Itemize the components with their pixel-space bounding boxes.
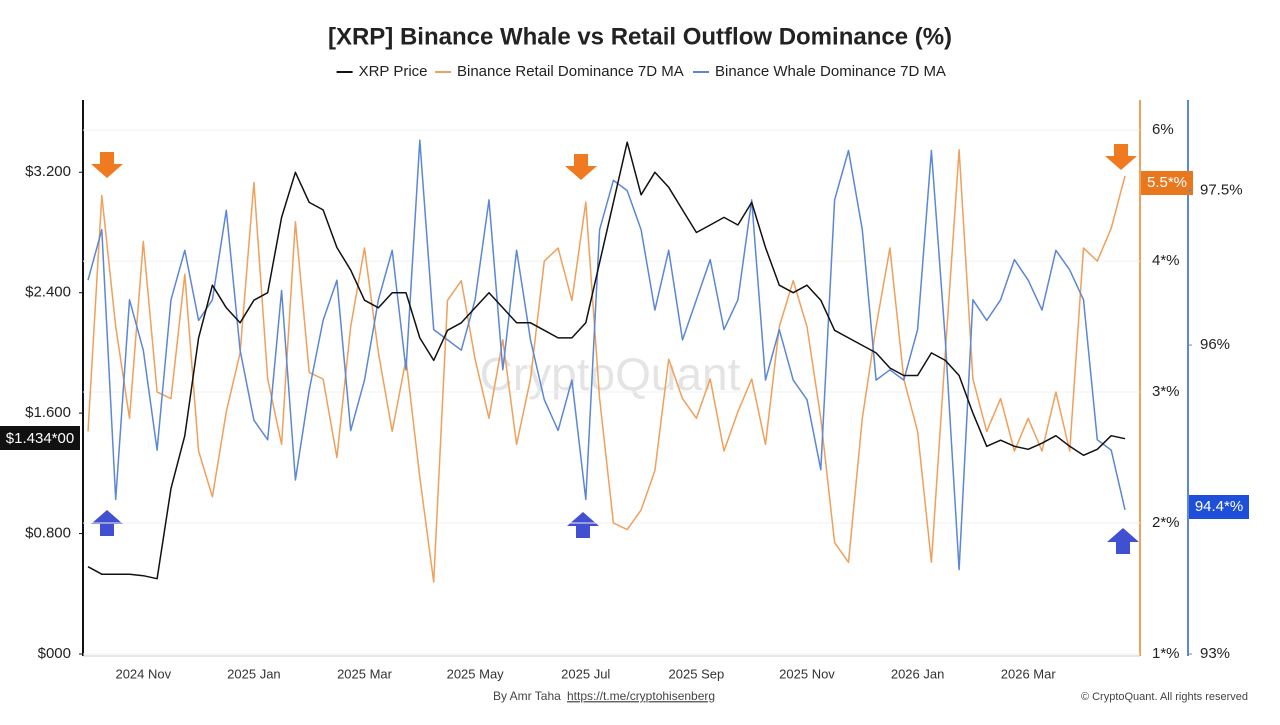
series-line: [87, 149, 1126, 583]
x-tick-label: 2025 Mar: [337, 666, 393, 681]
badge-bg: [1189, 495, 1249, 519]
whale-badge-label: 94.4*%: [1195, 498, 1243, 515]
footer-copyright: © CryptoQuant. All rights reserved: [1081, 691, 1248, 703]
y2-tick-label: 2*%: [1152, 514, 1180, 531]
y-tick-label: $000: [38, 645, 71, 662]
x-tick-label: 2025 Jul: [561, 666, 610, 681]
footer-author: By Amr Taha: [493, 689, 561, 703]
x-tick-label: 2024 Nov: [115, 666, 171, 681]
y-tick-label: $0.800: [25, 525, 71, 542]
footer-link[interactable]: https://t.me/cryptohisenberg: [567, 689, 715, 703]
badge-bg: [0, 426, 80, 450]
up-arrow: [567, 512, 599, 538]
y3-tick-label: 93%: [1200, 645, 1230, 662]
legend-label: Binance Retail Dominance 7D MA: [457, 63, 684, 80]
chart-title: [XRP] Binance Whale vs Retail Outflow Do…: [328, 23, 952, 50]
y2-tick-label: 6%: [1152, 121, 1174, 138]
x-tick-label: 2026 Mar: [1001, 666, 1057, 681]
y3-tick-label: 97.5%: [1200, 182, 1243, 199]
down-arrow: [91, 152, 123, 178]
legend-label: Binance Whale Dominance 7D MA: [715, 63, 946, 80]
y2-tick-label: 3*%: [1152, 383, 1180, 400]
y3-tick-label: 96%: [1200, 336, 1230, 353]
whale-badge: 94.4*%: [1189, 495, 1249, 519]
y-tick-label: $1.600: [25, 404, 71, 421]
legend: XRP Price Binance Retail Dominance 7D MA B…: [336, 63, 946, 80]
legend-label: XRP Price: [359, 63, 428, 80]
x-tick-label: 2026 Jan: [891, 666, 945, 681]
price-badge: $1.434*00: [0, 426, 80, 450]
series-line: [87, 139, 1126, 571]
down-arrow: [565, 154, 597, 180]
x-tick-label: 2025 Sep: [669, 666, 725, 681]
up-arrow: [1107, 528, 1139, 554]
x-tick-label: 2025 Jan: [227, 666, 281, 681]
watermark: CryptoQuant: [480, 348, 741, 400]
price-badge-label: $1.434*00: [6, 430, 74, 447]
y-tick-label: $2.400: [25, 284, 71, 301]
y-tick-label: $3.200: [25, 163, 71, 180]
retail-badge: 5.5*%: [1141, 171, 1193, 195]
x-tick-label: 2025 May: [447, 666, 505, 681]
series-line: [87, 141, 1126, 580]
y2-tick-label: 4*%: [1152, 252, 1180, 269]
y2-tick-label: 1*%: [1152, 645, 1180, 662]
retail-badge-label: 5.5*%: [1147, 174, 1187, 191]
x-tick-label: 2025 Nov: [779, 666, 835, 681]
down-arrow: [1105, 144, 1137, 170]
badge-bg: [1141, 171, 1193, 195]
